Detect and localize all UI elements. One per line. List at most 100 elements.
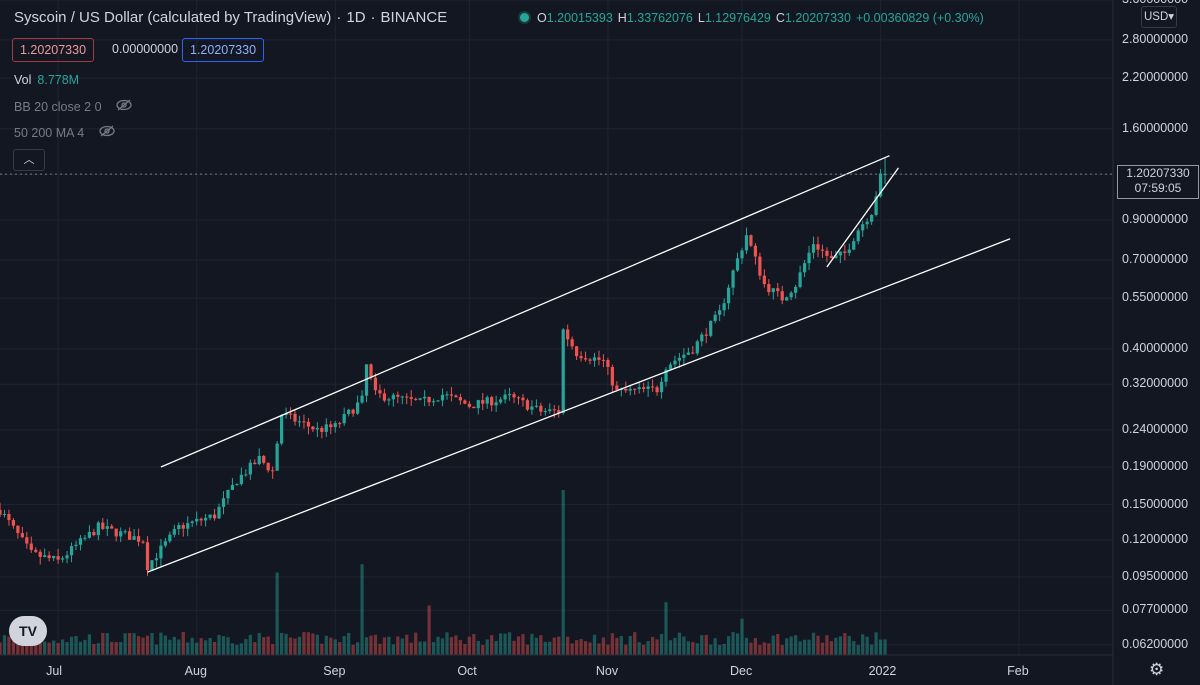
- symbol-title[interactable]: Syscoin / US Dollar (calculated by Tradi…: [14, 9, 447, 26]
- candle-body: [320, 427, 324, 432]
- volume-bar: [458, 639, 463, 655]
- candle-body: [145, 542, 150, 571]
- volume-bar: [20, 638, 24, 655]
- currency-select[interactable]: USD▾: [1141, 6, 1177, 28]
- tradingview-logo-icon[interactable]: TV: [9, 616, 47, 646]
- volume-bar: [302, 632, 306, 655]
- candle-body: [253, 462, 257, 465]
- volume-bar: [43, 641, 47, 655]
- volume-bar: [588, 642, 592, 655]
- volume-indicator-legend[interactable]: Vol 8.778M: [14, 73, 79, 87]
- candle-body: [726, 287, 731, 304]
- volume-bar: [342, 636, 346, 655]
- volume-bar: [583, 641, 588, 655]
- candle-body: [713, 314, 717, 321]
- gear-icon[interactable]: ⚙: [1149, 660, 1165, 679]
- candle-body: [816, 244, 820, 250]
- volume-bar: [543, 641, 547, 655]
- candle-body: [74, 544, 78, 547]
- low-key: L: [697, 11, 705, 25]
- candle-body: [861, 224, 865, 231]
- volume-bar: [704, 634, 708, 655]
- candle-body: [820, 249, 825, 251]
- candle-body: [355, 402, 360, 414]
- volume-bar: [633, 632, 637, 655]
- candle-body: [583, 358, 588, 360]
- candle-body: [69, 546, 74, 556]
- sell-button[interactable]: 1.20207330: [12, 38, 95, 62]
- price-tick-label: 0.70000000: [1122, 251, 1189, 266]
- candle-body: [811, 244, 816, 253]
- volume-bar: [199, 638, 203, 655]
- candle-body: [615, 385, 619, 390]
- candle-body: [445, 394, 449, 396]
- candle-body: [293, 413, 297, 422]
- candle-body: [856, 230, 860, 242]
- volume-bar: [244, 639, 248, 655]
- candle-body: [588, 359, 592, 361]
- candle-body: [114, 528, 118, 537]
- volume-bar: [655, 639, 659, 655]
- volume-bar: [440, 638, 445, 655]
- volume-bar: [338, 642, 342, 655]
- collapse-legend-button[interactable]: ︿: [13, 149, 45, 171]
- candle-body: [150, 560, 154, 571]
- eye-off-icon[interactable]: [98, 125, 116, 140]
- candle-body: [177, 525, 181, 530]
- volume-bar: [110, 641, 114, 655]
- interval-label[interactable]: 1D: [346, 9, 366, 26]
- volume-bar: [431, 642, 436, 655]
- candle-body: [306, 421, 311, 427]
- volume-bar: [794, 635, 798, 655]
- candle-body: [235, 484, 239, 486]
- candle-body: [212, 514, 217, 519]
- candle-body: [11, 520, 16, 526]
- candle-body: [391, 394, 395, 400]
- volume-bar: [472, 634, 476, 655]
- volume-bar: [642, 644, 646, 655]
- volume-bar: [753, 637, 758, 655]
- candle-body: [217, 506, 221, 519]
- bb-indicator-legend[interactable]: BB 20 close 2 0: [14, 99, 133, 114]
- volume-bar: [575, 640, 579, 655]
- volume-bar: [467, 636, 471, 655]
- candle-body: [566, 329, 570, 340]
- volume-bar: [637, 642, 641, 655]
- candle-body: [414, 398, 418, 400]
- candle-body: [128, 531, 132, 540]
- candle-body: [490, 397, 494, 406]
- volume-bar: [767, 643, 771, 655]
- trendlines[interactable]: [147, 155, 1011, 573]
- buy-button[interactable]: 1.20207330: [182, 38, 265, 62]
- ma-indicator-legend[interactable]: 50 200 MA 4: [14, 125, 116, 140]
- volume-bar: [271, 644, 275, 655]
- volume-bar: [530, 633, 534, 655]
- volume-bar: [56, 642, 60, 655]
- volume-bar: [883, 639, 887, 655]
- candle-body: [838, 251, 842, 256]
- change-value: +0.00360829 (+0.30%): [855, 11, 984, 25]
- volume-bar: [516, 636, 521, 655]
- volume-bar: [47, 642, 51, 655]
- volume-bar: [101, 632, 105, 655]
- volume-bar: [476, 640, 480, 655]
- candle-body: [0, 509, 2, 515]
- candle-body: [534, 405, 538, 407]
- candle-body: [718, 310, 722, 315]
- candle-body: [284, 413, 288, 416]
- candle-body: [758, 256, 762, 276]
- candle-body: [329, 424, 333, 428]
- volume-bar: [650, 636, 655, 655]
- candle-body: [141, 541, 145, 543]
- volume-bar: [230, 643, 235, 655]
- volume-bar: [606, 644, 610, 655]
- candle-body: [686, 352, 690, 355]
- ma-label: 50 200 MA 4: [14, 126, 85, 140]
- candle-body: [664, 369, 668, 382]
- volume-bar: [579, 639, 583, 655]
- price-tick-label: 3.60000000: [1122, 0, 1188, 6]
- volume-bar: [834, 637, 838, 655]
- candle-body: [34, 549, 38, 552]
- eye-off-icon[interactable]: [115, 99, 133, 114]
